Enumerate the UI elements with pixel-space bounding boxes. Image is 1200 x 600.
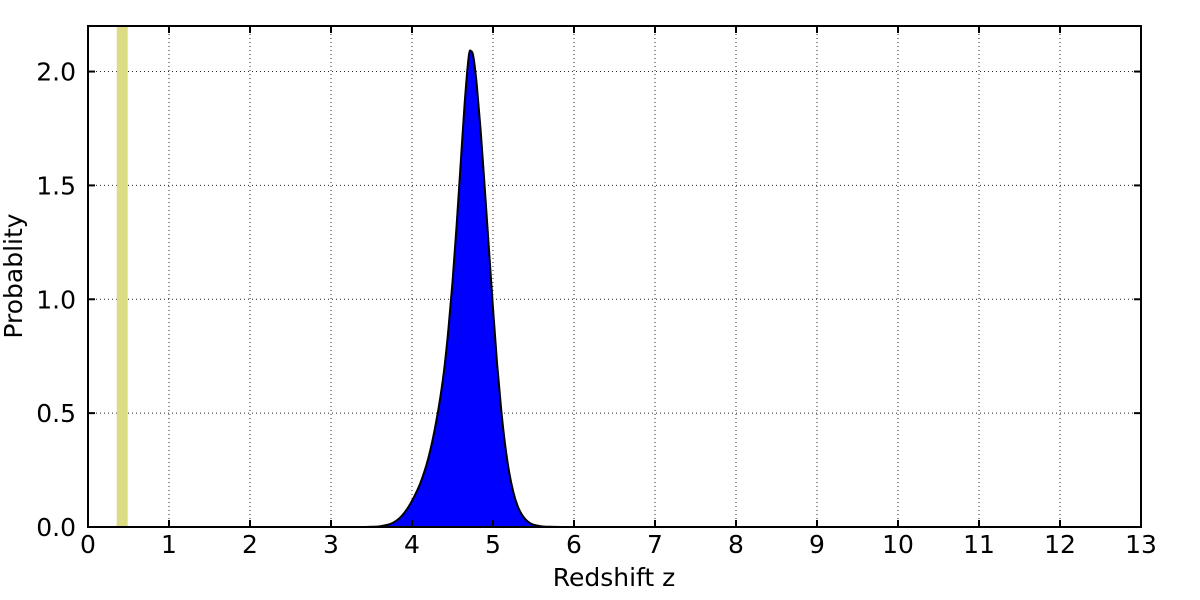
x-tick-label: 3 xyxy=(323,530,339,559)
x-tick-label: 9 xyxy=(809,530,825,559)
plot-background xyxy=(88,26,1141,527)
x-tick-label: 5 xyxy=(485,530,501,559)
y-tick-label: 0.5 xyxy=(36,399,76,428)
x-tick-label: 13 xyxy=(1125,530,1157,559)
x-axis-ticks xyxy=(87,26,1142,527)
probability-distribution-curve xyxy=(362,49,567,528)
x-tick-label: 12 xyxy=(1044,530,1076,559)
x-tick-label: 10 xyxy=(882,530,914,559)
x-tick-label: 8 xyxy=(728,530,744,559)
x-tick-label: 11 xyxy=(963,530,995,559)
y-tick-label: 0.0 xyxy=(36,513,76,542)
y-tick-label: 2.0 xyxy=(36,58,76,87)
x-tick-label: 2 xyxy=(242,530,258,559)
y-tick-label: 1.5 xyxy=(36,171,76,200)
axes-frame xyxy=(87,25,1142,528)
x-tick-label: 1 xyxy=(161,530,177,559)
y-axis-ticks xyxy=(88,70,1141,528)
y-axis-tick-labels: 0.0 0.5 1.0 1.5 2.0 xyxy=(36,58,76,542)
y-axis-title: Probablity xyxy=(0,213,28,338)
y-tick-label: 1.0 xyxy=(36,285,76,314)
x-tick-label: 4 xyxy=(404,530,420,559)
x-tick-label: 0 xyxy=(80,530,96,559)
spectroscopic-redshift-band xyxy=(116,26,128,527)
x-axis-tick-labels: 0 1 2 3 4 5 6 7 8 9 10 11 12 13 xyxy=(80,530,1157,559)
x-tick-label: 7 xyxy=(647,530,663,559)
x-tick-label: 6 xyxy=(566,530,582,559)
x-axis-title: Redshift z xyxy=(553,563,676,592)
